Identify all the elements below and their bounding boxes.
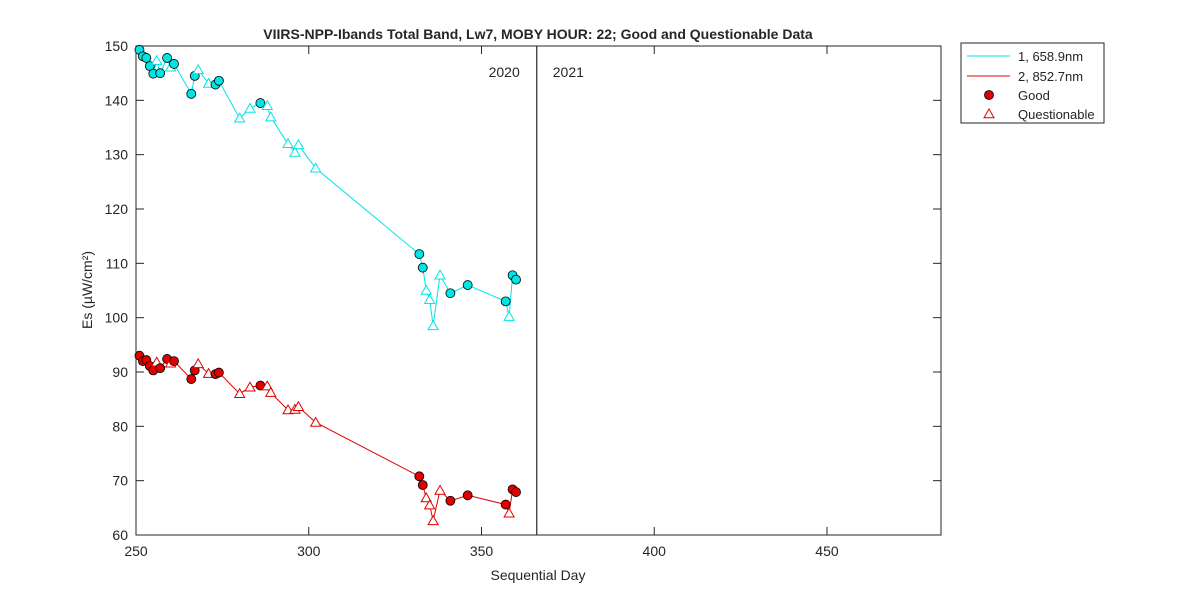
legend-box [960, 42, 1105, 124]
questionable-point [292, 138, 305, 150]
x-axis-label: Sequential Day [491, 567, 586, 583]
questionable-point [264, 386, 277, 397]
good-point [445, 288, 456, 299]
y-tick-label: 90 [112, 364, 128, 380]
good-point [511, 274, 521, 285]
year-divider: 2020 2021 [489, 46, 584, 535]
questionable-point [233, 387, 246, 398]
legend-entry-4: Questionable [983, 107, 1095, 122]
y-axis-label: Es (µW/cm²) [79, 251, 95, 329]
good-point [255, 98, 266, 108]
good-point [169, 356, 179, 367]
questionable-point [309, 162, 322, 173]
series-layer [134, 44, 521, 526]
y-tick-label: 140 [105, 92, 129, 108]
y-tick-label: 120 [105, 201, 129, 217]
good-point [414, 471, 425, 482]
y-tick-label: 150 [105, 38, 129, 54]
good-point [445, 495, 456, 506]
good-point [169, 59, 179, 69]
questionable-point [503, 507, 515, 518]
good-point [155, 363, 166, 374]
y-tick-label: 80 [112, 418, 128, 434]
legend-label: 2, 852.7nm [1018, 69, 1083, 84]
year-label-2021: 2021 [553, 64, 584, 80]
legend-label: Good [1018, 88, 1050, 103]
questionable-point [289, 146, 301, 157]
x-tick-label: 300 [297, 543, 321, 559]
y-tick-label: 70 [112, 473, 128, 489]
y-tick-label: 110 [106, 255, 129, 271]
legend-entry-1: 1, 658.9nm [967, 49, 1083, 64]
questionable-point [244, 381, 256, 392]
good-point [162, 53, 172, 63]
good-point [500, 499, 511, 510]
series-1 [134, 44, 521, 331]
x-tick-label: 450 [815, 543, 839, 559]
good-point [462, 280, 473, 290]
year-label-2020: 2020 [489, 64, 520, 80]
good-point [462, 490, 473, 501]
y-tick-label: 60 [112, 527, 128, 543]
questionable-point [434, 269, 446, 280]
good-point [214, 75, 224, 86]
x-tick-label: 400 [643, 543, 667, 559]
chart-title: VIIRS-NPP-Ibands Total Band, Lw7, MOBY H… [263, 26, 813, 42]
questionable-point [427, 319, 439, 331]
questionable-point [264, 111, 277, 122]
x-tick-label: 250 [124, 543, 148, 559]
questionable-point [309, 416, 322, 427]
questionable-point [423, 499, 436, 510]
questionable-point [261, 99, 274, 111]
questionable-point [420, 492, 433, 503]
questionable-point [150, 54, 163, 65]
questionable-point [244, 102, 256, 113]
good-point [186, 374, 197, 384]
legend-good-marker [984, 90, 994, 100]
questionable-point [261, 380, 274, 391]
plot-frame [135, 45, 942, 536]
legend-questionable-marker [983, 107, 995, 119]
y-tick-label: 130 [105, 147, 129, 163]
legend-entry-3: Good [984, 88, 1050, 103]
good-point [417, 480, 428, 490]
questionable-point [233, 112, 246, 123]
legend-items: 1, 658.9nm 2, 852.7nm Good Questionable [967, 49, 1095, 122]
x-tick-label: 350 [470, 543, 494, 559]
questionable-point [434, 484, 446, 495]
questionable-point [423, 293, 436, 304]
y-tick-label: 100 [105, 310, 129, 326]
questionable-point [292, 400, 305, 412]
good-point [214, 367, 224, 378]
legend-label: 1, 658.9nm [1018, 49, 1083, 64]
legend-label: Questionable [1018, 107, 1095, 122]
good-point [511, 487, 521, 497]
questionable-point [192, 63, 205, 75]
questionable-point [503, 310, 515, 321]
good-point [417, 262, 428, 273]
questionable-point [282, 137, 294, 149]
good-point [155, 68, 166, 79]
good-point [186, 88, 197, 99]
legend: 1, 658.9nm 2, 852.7nm Good Questionable [960, 42, 1105, 124]
good-point [414, 249, 425, 259]
series-2 [134, 350, 521, 526]
axis-ticks: 250 300 350 400 450 60 70 80 90 100 110 120 130 140 15… [105, 38, 941, 559]
good-point [141, 53, 152, 63]
legend-entry-2: 2, 852.7nm [967, 69, 1083, 84]
questionable-point [420, 284, 433, 295]
questionable-point [192, 357, 205, 369]
good-point [500, 296, 511, 307]
questionable-point [427, 514, 439, 526]
